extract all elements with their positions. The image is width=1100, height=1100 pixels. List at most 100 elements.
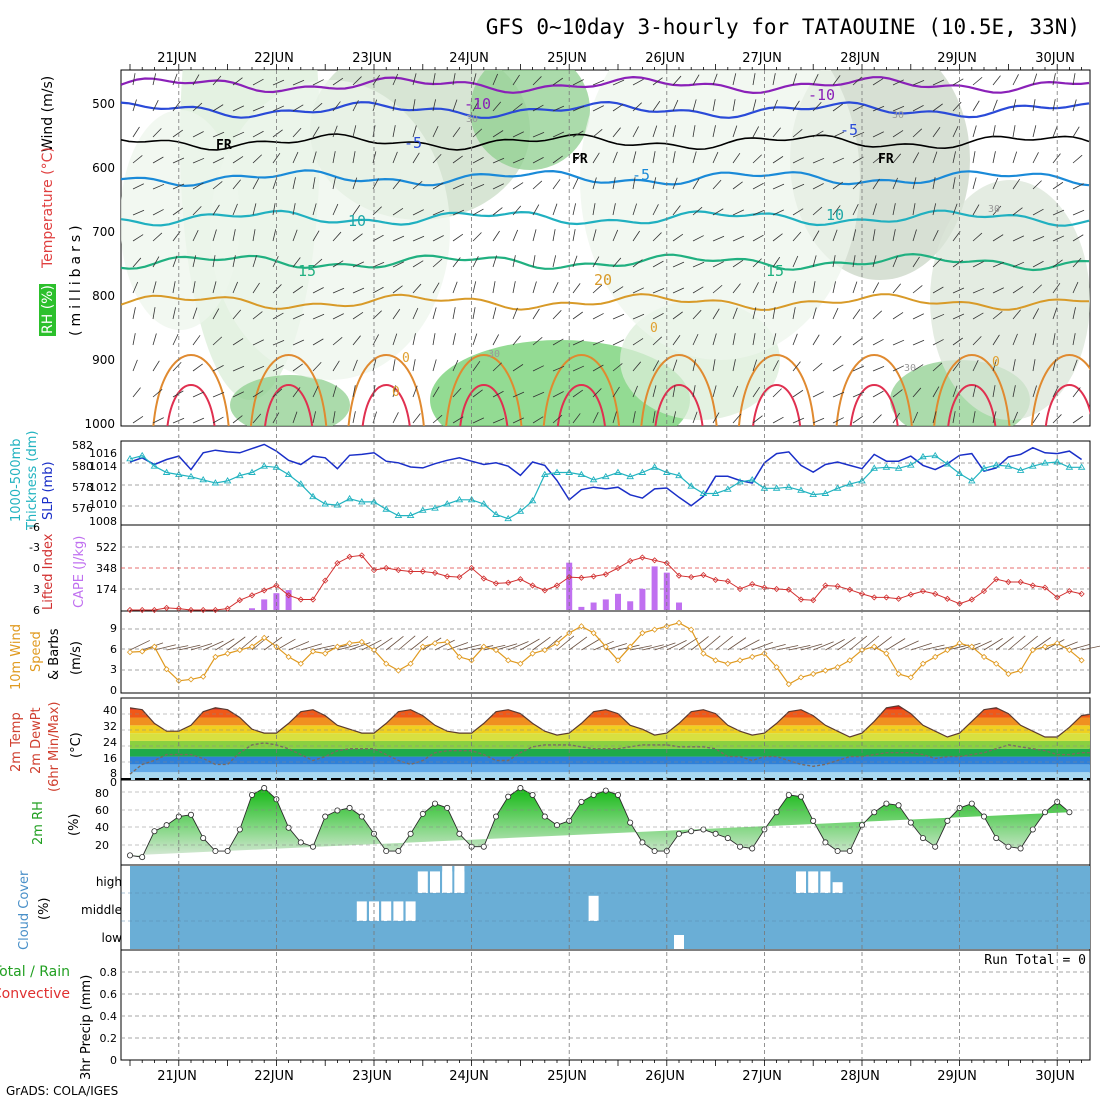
wind-barb (632, 126, 639, 138)
wind-barb (472, 208, 484, 216)
wind-barb (812, 417, 825, 424)
wind-barb (1052, 307, 1058, 320)
wind-barb (652, 360, 660, 372)
wind-barb (412, 333, 416, 346)
wind-barb (932, 339, 944, 346)
wind-barb (732, 283, 741, 294)
upper-y-ticks: 500 600 700 800 900 1000 (84, 97, 115, 431)
wind-barb (192, 230, 199, 242)
pressure-tick: 700 (92, 225, 115, 239)
wind-barb (712, 151, 719, 164)
wind-barb (932, 230, 939, 242)
rh-shading (930, 180, 1090, 420)
wind-barb (572, 389, 584, 398)
slp-tick: 1016 (89, 447, 117, 460)
wind-barb (472, 417, 485, 424)
wind-barb (132, 359, 138, 372)
hot-contour (459, 384, 509, 426)
wind-barb (792, 157, 804, 164)
li-marker (200, 606, 207, 614)
wind-barb (152, 388, 163, 398)
wind-barb (1072, 257, 1082, 268)
wind-barb (392, 125, 396, 138)
wind-barb (1012, 286, 1024, 294)
slp-line (129, 443, 1083, 507)
wind-barb (872, 105, 885, 112)
wind-barb (592, 152, 600, 164)
wind-barb (992, 261, 1005, 268)
wind-barb (832, 157, 845, 164)
wind-barb (252, 130, 264, 138)
wind-barb (852, 76, 863, 86)
rh-marker (151, 828, 158, 835)
wind-barb (232, 338, 244, 346)
warm-contour (738, 354, 816, 426)
wind-barb (263, 636, 283, 651)
wind-barb (652, 287, 665, 294)
wind-barb (352, 204, 361, 216)
rh-marker (895, 802, 902, 809)
wind-marker (285, 653, 292, 660)
thickness-tick: 582 (72, 439, 93, 452)
wind-barb (492, 207, 503, 216)
wind-barb (792, 100, 800, 112)
wind-marker (419, 643, 426, 650)
dewpt-axis-label: 2m DewPt (29, 707, 44, 774)
wind-barb (272, 312, 284, 320)
wind-barb (212, 181, 223, 190)
wind-barb (132, 307, 136, 320)
wind-barb (652, 260, 664, 268)
li-marker (700, 571, 707, 579)
rh-marker (883, 800, 890, 807)
wind-barb (971, 640, 992, 651)
wind-barb (252, 178, 260, 190)
wind-barb (732, 307, 738, 320)
rh-marker (1005, 843, 1012, 850)
li-marker (797, 596, 805, 603)
wind-barb (612, 127, 621, 138)
wind-barb (672, 287, 685, 294)
wind-marker (578, 623, 585, 630)
wind-barb (572, 311, 583, 320)
temp-tick: 24 (103, 736, 117, 749)
wind-barb (312, 411, 317, 424)
cloud-gap (832, 882, 843, 893)
day-label: 26JUN (645, 51, 685, 66)
wind-barb (172, 307, 176, 320)
wind-barb (212, 365, 224, 372)
wind-marker (846, 657, 853, 664)
wind-tick: 3 (110, 663, 117, 676)
wind-barb (232, 131, 245, 138)
wind-barb (703, 635, 721, 651)
wind-barb (849, 635, 868, 651)
slp-layer (121, 443, 1090, 522)
wind-barb (412, 73, 417, 86)
wind-barb (392, 235, 405, 242)
wind-marker (1078, 657, 1085, 664)
wind-barb (212, 308, 220, 320)
wind-barb (972, 151, 976, 164)
thickness-marker (931, 451, 939, 459)
wind-barb (592, 177, 597, 190)
rh-marker (554, 822, 561, 829)
wind-barb (592, 284, 603, 294)
wind-barb (472, 100, 480, 112)
rh-marker (444, 804, 451, 811)
minmax-axis-label: (6hr Min/Max) (47, 702, 62, 792)
wind-barb (532, 180, 543, 190)
wind-barb (132, 234, 144, 242)
wind-marker (749, 653, 756, 660)
wind-marker (810, 670, 817, 678)
rh-marker (346, 804, 353, 811)
wind-barb (752, 282, 759, 294)
wind-barb (1008, 635, 1026, 651)
contour-label: 10 (826, 206, 844, 224)
li-marker (980, 588, 988, 595)
contour-label: 0 (402, 351, 410, 366)
rh-marker (285, 824, 292, 831)
wind-barb (332, 287, 345, 294)
wind-barb (672, 151, 676, 164)
wind-barb (1069, 643, 1091, 651)
rh-marker (907, 819, 914, 826)
wind-barb (532, 204, 540, 216)
